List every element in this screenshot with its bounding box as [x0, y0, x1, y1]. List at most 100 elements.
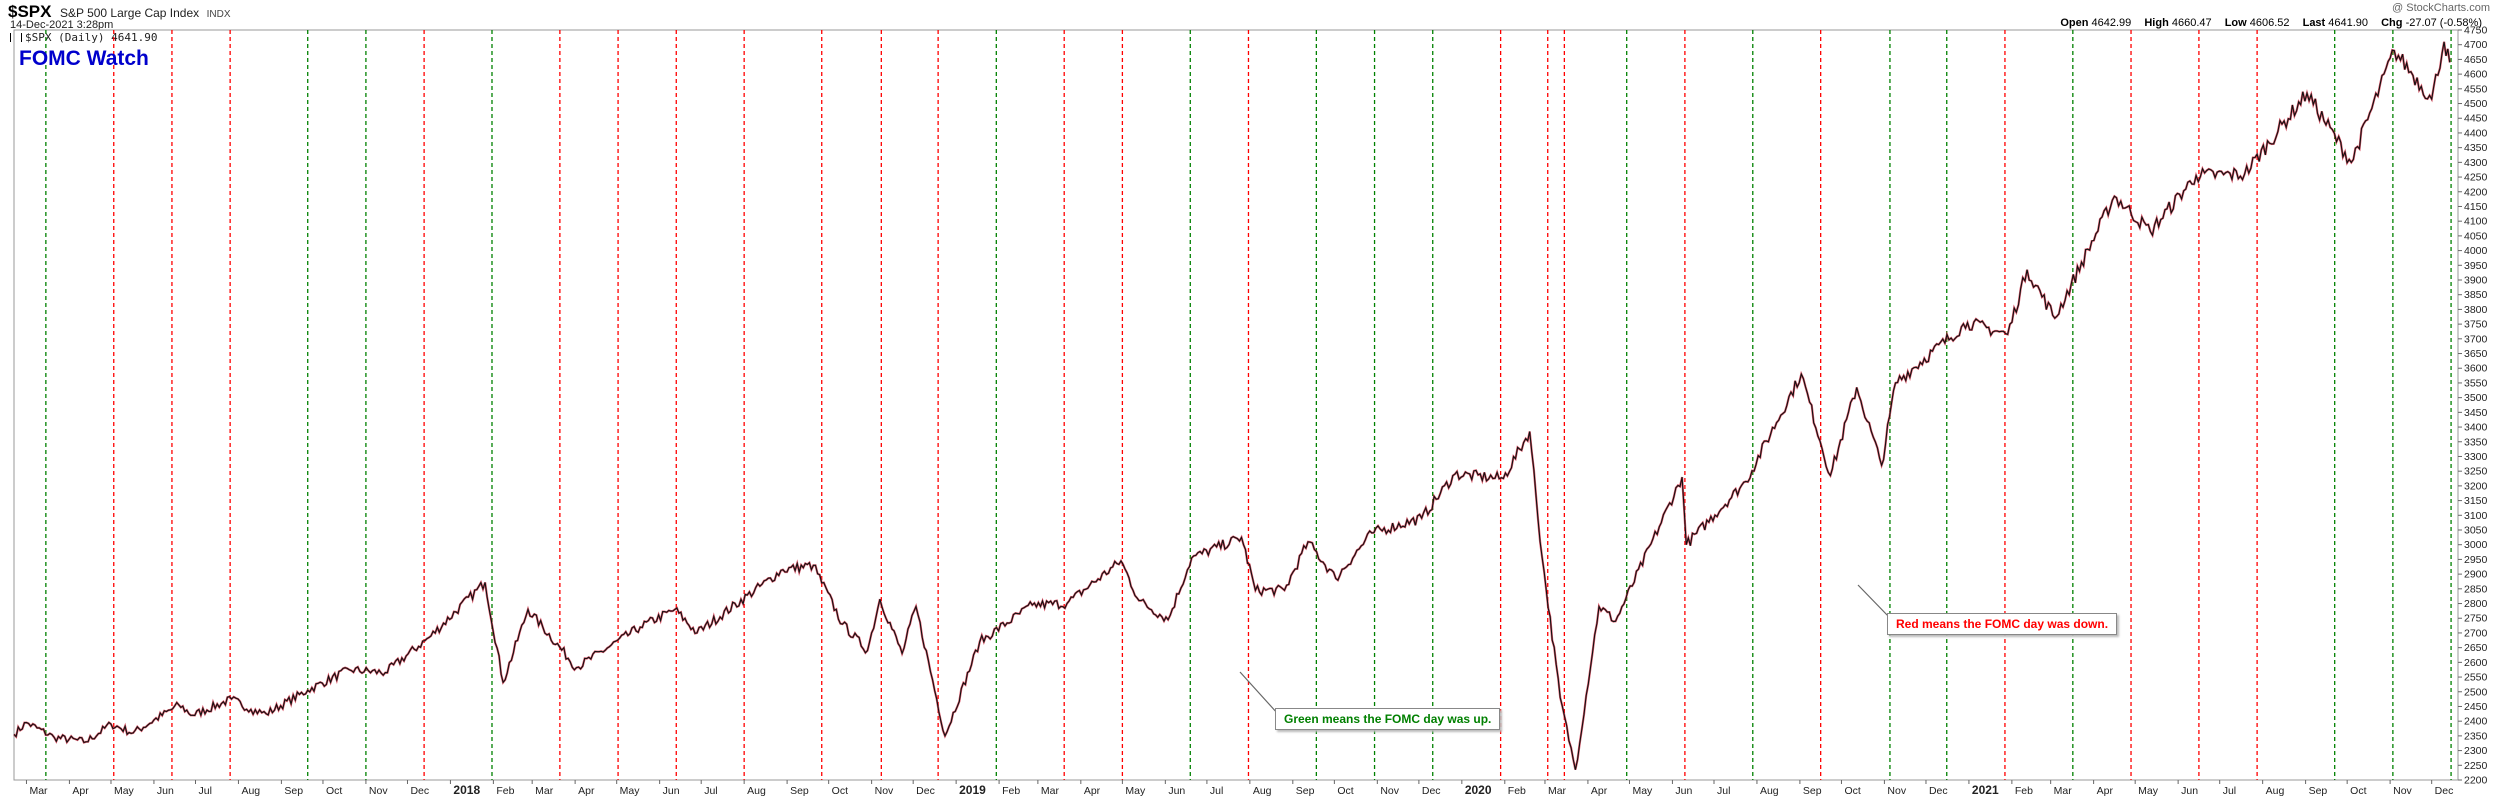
y-tick-label: 4000 [2464, 245, 2488, 257]
x-tick-label: Feb [2015, 785, 2033, 797]
x-tick-label: Nov [875, 785, 894, 797]
x-tick-label: Jul [1210, 785, 1223, 797]
symbol-exchange: INDX [206, 9, 231, 20]
x-tick-label: Sep [1296, 785, 1315, 797]
y-tick-label: 3250 [2464, 466, 2488, 478]
y-tick-label: 2450 [2464, 701, 2488, 713]
x-tick-label: 2018 [453, 783, 480, 797]
y-tick-label: 2200 [2464, 775, 2488, 787]
x-tick-label: Apr [1591, 785, 1608, 797]
plot-frame [13, 29, 2459, 781]
open-value: 4642.99 [2091, 17, 2132, 29]
last-value: 4641.90 [2328, 17, 2369, 29]
chart-date: 14-Dec-2021 3:28pm [10, 19, 114, 31]
x-tick-label: Sep [2309, 785, 2328, 797]
y-tick-label: 4150 [2464, 201, 2488, 213]
x-tick-label: Dec [410, 785, 429, 797]
y-tick-label: 4750 [2464, 25, 2488, 37]
x-tick-label: Jun [1675, 785, 1692, 797]
y-tick-label: 4100 [2464, 216, 2488, 228]
y-tick-label: 3800 [2464, 304, 2488, 316]
y-tick-label: 2350 [2464, 730, 2488, 742]
y-tick-label: 4550 [2464, 83, 2488, 95]
y-tick-label: 2650 [2464, 642, 2488, 654]
x-tick-label: Mar [2054, 785, 2073, 797]
x-tick-label: Mar [535, 785, 554, 797]
x-tick-label: Mar [1041, 785, 1060, 797]
x-tick-label: May [1125, 785, 1146, 797]
x-tick-label: Feb [1002, 785, 1020, 797]
x-tick-label: Jun [157, 785, 174, 797]
high-value: 4660.47 [2171, 17, 2212, 29]
green-callout-pointer [1239, 671, 1279, 715]
x-tick-label: May [620, 785, 641, 797]
x-tick-label: Apr [72, 785, 89, 797]
x-tick-label: Aug [747, 785, 766, 797]
x-tick-label: Jun [2181, 785, 2198, 797]
x-tick-label: May [2138, 785, 2159, 797]
x-tick-label: Aug [1253, 785, 1272, 797]
y-tick-label: 3600 [2464, 363, 2488, 375]
y-tick-label: 2250 [2464, 760, 2488, 772]
y-tick-label: 2900 [2464, 569, 2488, 581]
y-tick-label: 3200 [2464, 480, 2488, 492]
y-tick-label: 2500 [2464, 686, 2488, 698]
y-tick-label: 2750 [2464, 613, 2488, 625]
x-tick-label: Apr [578, 785, 595, 797]
y-tick-label: 2700 [2464, 627, 2488, 639]
y-tick-label: 3750 [2464, 319, 2488, 331]
y-tick-label: 4250 [2464, 172, 2488, 184]
y-tick-label: 3700 [2464, 333, 2488, 345]
x-tick-label: Dec [2435, 785, 2454, 797]
x-tick-label: 2019 [959, 783, 986, 797]
x-tick-label: Jul [198, 785, 211, 797]
x-tick-label: May [1632, 785, 1653, 797]
x-tick-label: 2020 [1465, 783, 1492, 797]
last-label: Last [2302, 17, 2326, 29]
x-tick-label: Sep [284, 785, 303, 797]
y-tick-label: 2950 [2464, 554, 2488, 566]
y-tick-label: 3850 [2464, 289, 2488, 301]
y-tick-label: 3900 [2464, 275, 2488, 287]
high-label: High [2144, 17, 2169, 29]
price-line-shadow [13, 41, 2451, 770]
series-legend: $SPX (Daily) 4641.90 [10, 31, 157, 44]
symbol-ticker: $SPX [8, 2, 52, 21]
red-callout-pointer [1857, 584, 1891, 619]
x-tick-label: Dec [916, 785, 935, 797]
x-tick-label: Oct [832, 785, 848, 797]
x-tick-label: Jul [704, 785, 717, 797]
x-tick-label: Nov [369, 785, 388, 797]
y-tick-label: 4200 [2464, 186, 2488, 198]
x-tick-label: Dec [1929, 785, 1948, 797]
y-tick-label: 4350 [2464, 142, 2488, 154]
x-tick-label: Oct [1337, 785, 1353, 797]
stockcharts-watermark: @ StockCharts.com [2392, 2, 2490, 14]
x-tick-label: 2021 [1972, 783, 1999, 797]
symbol-header: $SPX S&P 500 Large Cap Index INDX [8, 2, 231, 22]
y-tick-label: 3150 [2464, 495, 2488, 507]
y-tick-label: 4500 [2464, 98, 2488, 110]
x-tick-label: Sep [1803, 785, 1822, 797]
x-tick-label: Nov [1887, 785, 1906, 797]
x-tick-label: May [114, 785, 135, 797]
x-tick-label: Apr [1084, 785, 1101, 797]
y-tick-label: 3450 [2464, 407, 2488, 419]
x-tick-label: Jun [1168, 785, 1185, 797]
x-tick-label: Oct [326, 785, 342, 797]
x-tick-label: Aug [1760, 785, 1779, 797]
y-tick-label: 4450 [2464, 113, 2488, 125]
chg-value: -27.07 (-0.58%) [2405, 17, 2482, 29]
y-tick-label: 3300 [2464, 451, 2488, 463]
x-tick-label: Feb [496, 785, 514, 797]
chart-title: FOMC Watch [19, 47, 149, 70]
ohlc-readout: Open 4642.99 High 4660.47 Low 4606.52 La… [2060, 17, 2482, 29]
x-tick-label: Jul [1717, 785, 1730, 797]
y-tick-label: 3100 [2464, 510, 2488, 522]
y-tick-label: 2550 [2464, 672, 2488, 684]
y-tick-label: 3950 [2464, 260, 2488, 272]
y-tick-label: 3500 [2464, 392, 2488, 404]
x-tick-label: Apr [2097, 785, 2114, 797]
x-tick-label: Sep [790, 785, 809, 797]
